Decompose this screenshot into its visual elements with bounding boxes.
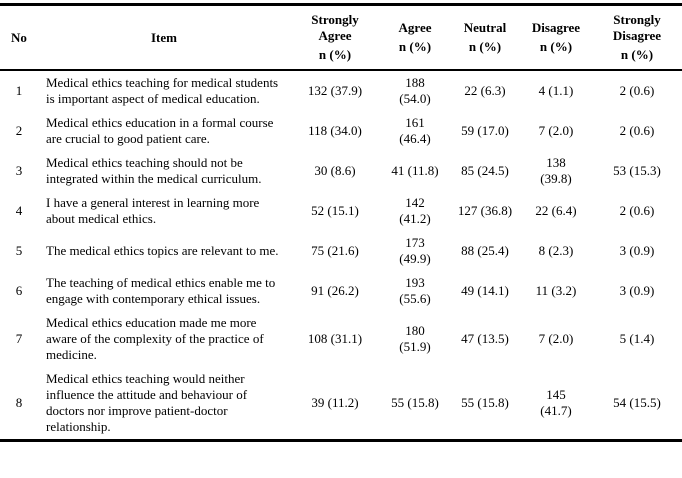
cell-item: Medical ethics teaching for medical stud… (46, 75, 279, 106)
cell-disagree: 145 (41.7) (540, 387, 572, 418)
cell-agree: 142 (41.2) (399, 195, 431, 226)
cell-no: 7 (15, 331, 23, 346)
cell-agree: 193 (55.6) (399, 275, 431, 306)
cell-disagree: 22 (6.4) (535, 203, 577, 218)
cell-neutral: 85 (24.5) (461, 163, 509, 178)
table-row: 3 Medical ethics teaching should not be … (0, 151, 682, 191)
cell-strongly-agree: 52 (15.1) (311, 203, 359, 218)
col-header-label: No (11, 29, 27, 45)
col-header-item: Item (38, 4, 290, 71)
cell-strongly-agree: 39 (11.2) (311, 395, 359, 410)
col-header-disagree: Disagree n (%) (520, 4, 592, 71)
cell-disagree: 7 (2.0) (538, 331, 574, 346)
col-header-agree: Agree n (%) (380, 4, 450, 71)
cell-item: I have a general interest in learning mo… (46, 195, 260, 226)
cell-disagree: 11 (3.2) (535, 283, 577, 298)
cell-strongly-agree: 75 (21.6) (311, 243, 359, 258)
cell-neutral: 88 (25.4) (461, 243, 509, 258)
cell-strongly-disagree: 3 (0.9) (619, 283, 655, 298)
cell-agree: 180 (51.9) (399, 323, 431, 354)
cell-no: 6 (15, 283, 23, 298)
col-header-sublabel: n (%) (539, 39, 573, 54)
cell-disagree: 7 (2.0) (538, 123, 574, 138)
col-header-sublabel: n (%) (620, 47, 654, 62)
col-header-label: Item (151, 29, 177, 45)
cell-agree: 188 (54.0) (399, 75, 431, 106)
cell-strongly-agree: 132 (37.9) (307, 83, 363, 98)
cell-no: 4 (15, 203, 23, 218)
survey-results-table: No Item Strongly Agree n (%) Agree n (%)… (0, 3, 682, 442)
col-header-strongly-disagree: Strongly Disagree n (%) (592, 4, 682, 71)
cell-disagree: 8 (2.3) (538, 243, 574, 258)
cell-item: Medical ethics teaching should not be in… (46, 155, 262, 186)
cell-strongly-disagree: 2 (0.6) (619, 203, 655, 218)
col-header-label: Disagree (531, 20, 581, 35)
cell-no: 2 (15, 123, 23, 138)
col-header-no: No (0, 4, 38, 71)
cell-item: Medical ethics education in a formal cou… (46, 115, 274, 146)
header-row: No Item Strongly Agree n (%) Agree n (%)… (0, 4, 682, 71)
cell-no: 3 (15, 163, 23, 178)
cell-disagree: 4 (1.1) (538, 83, 574, 98)
cell-neutral: 59 (17.0) (461, 123, 509, 138)
col-header-neutral: Neutral n (%) (450, 4, 520, 71)
cell-agree: 173 (49.9) (399, 235, 431, 266)
table-row: 4 I have a general interest in learning … (0, 191, 682, 231)
table-row: 6 The teaching of medical ethics enable … (0, 271, 682, 311)
cell-disagree: 138 (39.8) (540, 155, 572, 186)
cell-strongly-disagree: 2 (0.6) (619, 123, 655, 138)
cell-strongly-agree: 30 (8.6) (314, 163, 356, 178)
cell-neutral: 47 (13.5) (461, 331, 509, 346)
col-header-label: Neutral (463, 20, 507, 35)
cell-neutral: 22 (6.3) (464, 83, 506, 98)
cell-item: Medical ethics teaching would neither in… (46, 371, 248, 434)
cell-no: 1 (15, 83, 23, 98)
cell-agree: 55 (15.8) (391, 395, 439, 410)
table-row: 7 Medical ethics education made me more … (0, 311, 682, 367)
col-header-sublabel: n (%) (468, 39, 502, 54)
cell-neutral: 127 (36.8) (457, 203, 513, 218)
cell-strongly-disagree: 54 (15.5) (613, 395, 661, 410)
col-header-label: Strongly Disagree (612, 12, 662, 43)
table-row: 2 Medical ethics education in a formal c… (0, 111, 682, 151)
cell-no: 8 (15, 395, 23, 410)
cell-item: The teaching of medical ethics enable me… (46, 275, 276, 306)
col-header-label: Agree (398, 20, 432, 35)
table-row: 8 Medical ethics teaching would neither … (0, 367, 682, 441)
cell-strongly-disagree: 5 (1.4) (619, 331, 655, 346)
cell-neutral: 55 (15.8) (461, 395, 509, 410)
col-header-strongly-agree: Strongly Agree n (%) (290, 4, 380, 71)
cell-strongly-agree: 118 (34.0) (308, 123, 362, 138)
cell-item: The medical ethics topics are relevant t… (46, 243, 279, 258)
cell-strongly-agree: 91 (26.2) (311, 283, 359, 298)
cell-agree: 161 (46.4) (399, 115, 431, 146)
cell-strongly-agree: 108 (31.1) (307, 331, 363, 346)
col-header-sublabel: n (%) (318, 47, 352, 62)
table-row: 5 The medical ethics topics are relevant… (0, 231, 682, 271)
cell-strongly-disagree: 53 (15.3) (613, 163, 661, 178)
cell-neutral: 49 (14.1) (461, 283, 509, 298)
table-row: 1 Medical ethics teaching for medical st… (0, 70, 682, 111)
cell-strongly-disagree: 3 (0.9) (619, 243, 655, 258)
cell-agree: 41 (11.8) (391, 163, 439, 178)
cell-no: 5 (15, 243, 23, 258)
cell-item: Medical ethics education made me more aw… (46, 315, 264, 362)
col-header-label: Strongly Agree (311, 12, 359, 43)
col-header-sublabel: n (%) (398, 39, 432, 54)
cell-strongly-disagree: 2 (0.6) (619, 83, 655, 98)
